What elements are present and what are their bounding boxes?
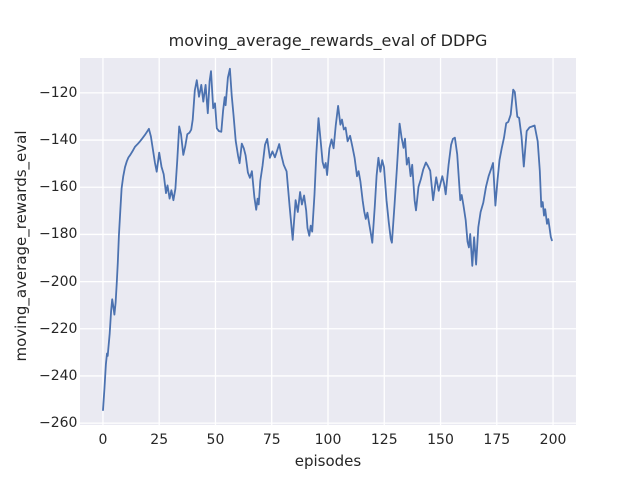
y-tick-label: −140: [39, 132, 78, 149]
x-tick-label: 25: [150, 432, 169, 448]
y-axis-label: moving_average_rewards_eval: [12, 130, 30, 362]
y-tick-label: −260: [39, 415, 78, 432]
x-tick-label: 150: [427, 432, 454, 448]
x-tick-label: 50: [206, 432, 225, 448]
y-tick-label: −160: [39, 179, 78, 196]
y-tick-label: −200: [39, 273, 78, 290]
x-tick-label: 0: [98, 432, 108, 448]
y-tick-label: −180: [39, 226, 78, 243]
ddpg-reward-line: [102, 67, 553, 411]
chart-title: moving_average_rewards_eval of DDPG: [168, 31, 488, 50]
y-tick-label: −120: [39, 84, 78, 101]
y-tick-label: −220: [39, 320, 78, 337]
x-tick-label: 75: [262, 432, 281, 448]
x-axis-label: episodes: [294, 452, 362, 470]
x-tick-label: 200: [539, 432, 567, 448]
x-tick-label: 100: [314, 432, 342, 448]
y-tick-label: −240: [39, 367, 78, 384]
x-tick-label: 175: [483, 432, 511, 448]
x-tick-label: 125: [370, 432, 398, 448]
